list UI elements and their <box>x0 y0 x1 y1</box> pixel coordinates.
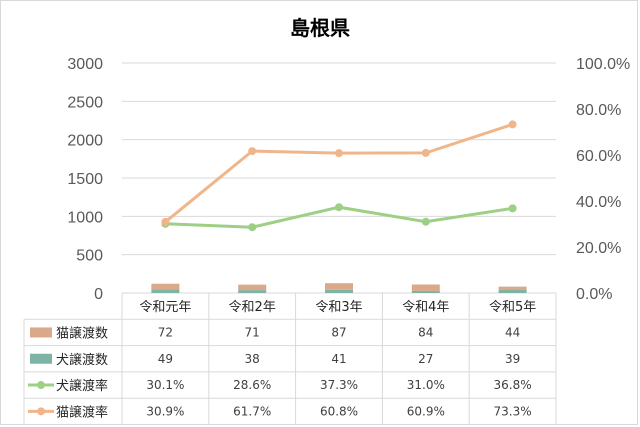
legend-key-marker <box>37 407 45 416</box>
point-cat-rate <box>508 120 517 129</box>
bar-dog-adoptions <box>411 290 440 293</box>
legend-key-bar <box>30 327 52 338</box>
data-label: 73.3% <box>494 404 532 418</box>
data-label: 28.6% <box>233 378 271 392</box>
data-label: 30.9% <box>146 404 184 418</box>
data-label: 87 <box>331 325 346 339</box>
y2-tick-label: 0.0% <box>576 286 612 303</box>
data-label: 30.1% <box>146 378 184 392</box>
legend-label: 犬譲渡率 <box>56 378 108 394</box>
point-dog-rate <box>335 203 343 212</box>
point-dog-rate <box>421 217 430 226</box>
y2-tick-label: 80.0% <box>576 102 621 119</box>
data-label: 36.8% <box>494 378 532 392</box>
category-label: 令和5年 <box>489 300 536 315</box>
data-label: 41 <box>331 352 346 366</box>
legend-key-bar <box>30 353 52 364</box>
bar-dog-adoptions <box>498 290 527 293</box>
data-label: 72 <box>158 325 173 339</box>
data-label: 60.9% <box>407 404 445 418</box>
y-tick-label: 0 <box>94 286 103 303</box>
point-cat-rate <box>248 147 257 156</box>
category-label: 令和2年 <box>229 300 276 315</box>
data-label: 61.7% <box>233 404 271 418</box>
y2-tick-label: 100.0% <box>576 56 630 73</box>
data-label: 27 <box>418 352 433 366</box>
y2-tick-label: 20.0% <box>576 240 621 257</box>
bar-dog-adoptions <box>238 290 267 293</box>
data-label: 84 <box>418 325 433 339</box>
y-tick-label: 500 <box>76 248 103 265</box>
data-label: 71 <box>245 325 260 339</box>
y-tick-label: 1500 <box>67 171 103 188</box>
point-dog-rate <box>248 223 257 232</box>
bar-cat-adoptions <box>151 283 180 290</box>
point-cat-rate <box>335 149 343 158</box>
legend-label: 猫譲渡率 <box>56 404 108 420</box>
legend-label: 猫譲渡数 <box>56 325 108 341</box>
chart-title: 島根県 <box>290 16 350 40</box>
y2-tick-label: 40.0% <box>576 194 621 211</box>
bar-dog-adoptions <box>151 289 180 293</box>
bar-cat-adoptions <box>238 284 267 291</box>
data-label: 39 <box>505 352 520 366</box>
point-cat-rate <box>421 148 430 157</box>
bar-cat-adoptions <box>411 284 440 291</box>
data-label: 60.8% <box>320 404 358 418</box>
category-label: 令和4年 <box>402 300 449 315</box>
legend-label: 犬譲渡数 <box>56 352 108 368</box>
y-tick-label: 3000 <box>67 56 103 73</box>
category-label: 令和元年 <box>139 300 191 315</box>
data-label: 38 <box>245 352 260 366</box>
data-label: 49 <box>158 352 173 366</box>
y-tick-label: 2000 <box>67 133 103 150</box>
legend-key-marker <box>37 381 45 390</box>
y2-tick-label: 60.0% <box>576 148 621 165</box>
data-label: 31.0% <box>407 378 445 392</box>
data-label: 44 <box>505 325 520 339</box>
bar-cat-adoptions <box>498 286 527 291</box>
category-label: 令和3年 <box>315 300 362 315</box>
point-dog-rate <box>508 204 517 213</box>
data-label: 37.3% <box>320 378 358 392</box>
y-tick-label: 1000 <box>67 209 103 226</box>
bar-dog-adoptions <box>325 289 353 293</box>
bar-cat-adoptions <box>325 283 353 290</box>
y-tick-label: 2500 <box>67 94 103 111</box>
point-cat-rate <box>161 217 170 226</box>
